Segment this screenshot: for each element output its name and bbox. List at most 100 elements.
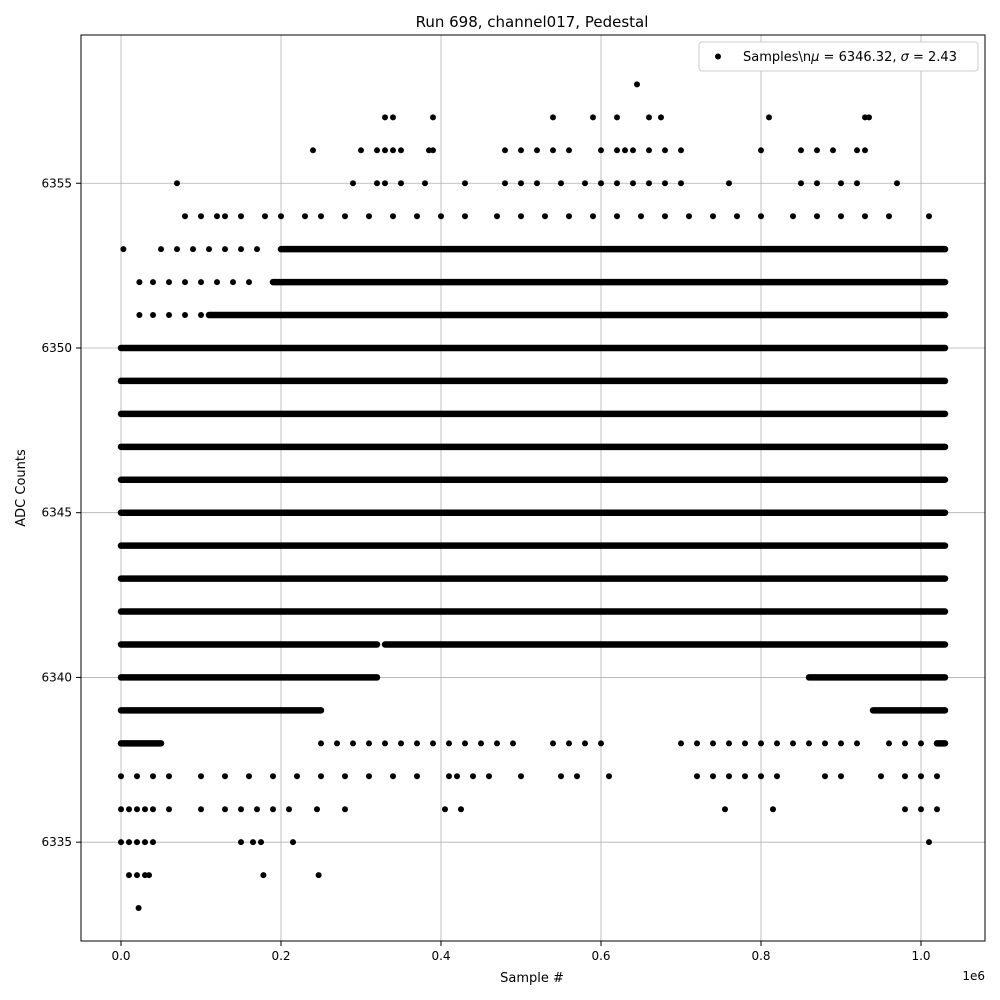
data-point: [214, 213, 220, 220]
data-point: [146, 872, 152, 879]
data-point: [918, 740, 924, 747]
data-point: [158, 246, 164, 253]
data-point: [278, 213, 284, 220]
data-point: [374, 180, 380, 187]
data-point: [722, 806, 728, 813]
data-point: [414, 773, 420, 780]
data-point: [446, 740, 452, 747]
data-point: [510, 740, 516, 747]
data-point: [646, 180, 652, 187]
data-point: [238, 246, 244, 253]
data-point: [382, 180, 388, 187]
x-tick-label: 0.8: [751, 949, 770, 963]
legend-box: [698, 41, 979, 72]
data-point: [134, 806, 140, 813]
data-point: [462, 740, 468, 747]
data-point: [250, 839, 256, 846]
data-point: [854, 180, 860, 187]
data-point: [694, 740, 700, 747]
data-point: [238, 213, 244, 220]
data-point: [398, 147, 404, 154]
data-point: [222, 806, 228, 813]
data-point: [814, 213, 820, 220]
data-point: [894, 180, 900, 187]
data-point: [518, 773, 524, 780]
data-point: [710, 773, 716, 780]
data-point: [806, 740, 812, 747]
data-point: [118, 773, 124, 780]
data-point: [390, 213, 396, 220]
data-point: [726, 180, 732, 187]
data-point: [838, 180, 844, 187]
data-point: [486, 773, 492, 780]
data-point: [198, 213, 204, 220]
data-point: [634, 81, 640, 88]
data-point: [390, 773, 396, 780]
data-point: [150, 839, 156, 846]
data-point: [662, 147, 668, 154]
legend-std: = 2.43: [909, 50, 957, 65]
x-tick-label: 1.0: [911, 949, 930, 963]
legend-mean: = 6346.32,: [819, 50, 900, 65]
data-point: [502, 147, 508, 154]
data-point: [614, 213, 620, 220]
data-point: [766, 114, 772, 121]
data-point: [150, 773, 156, 780]
data-point: [934, 806, 940, 813]
data-point: [174, 180, 180, 187]
data-point: [926, 839, 932, 846]
data-point: [854, 740, 860, 747]
data-point: [726, 773, 732, 780]
data-point: [314, 806, 320, 813]
data-point: [518, 213, 524, 220]
data-point: [838, 773, 844, 780]
data-point: [390, 147, 396, 154]
data-point: [254, 246, 260, 253]
data-point: [790, 740, 796, 747]
data-point: [398, 740, 404, 747]
data-point: [374, 147, 380, 154]
data-point: [358, 147, 364, 154]
data-point: [390, 114, 396, 121]
data-point: [646, 114, 652, 121]
data-point: [494, 213, 500, 220]
data-point: [294, 773, 300, 780]
data-point: [270, 806, 276, 813]
data-point: [678, 180, 684, 187]
data-point: [518, 180, 524, 187]
data-point: [318, 740, 324, 747]
data-point: [550, 114, 556, 121]
data-point: [118, 839, 124, 846]
data-point: [830, 147, 836, 154]
data-point: [678, 740, 684, 747]
x-axis-multiplier: 1e6: [962, 969, 985, 983]
data-point: [135, 905, 142, 912]
data-point: [662, 213, 668, 220]
data-point: [120, 246, 127, 253]
data-point: [230, 279, 236, 286]
data-point: [190, 246, 196, 253]
data-point: [534, 180, 540, 187]
y-tick-label: 6350: [41, 341, 72, 355]
data-point: [198, 806, 204, 813]
data-point: [470, 773, 476, 780]
data-point: [350, 180, 356, 187]
data-point: [342, 773, 348, 780]
x-axis-label: Sample #: [500, 971, 564, 986]
data-point: [166, 773, 172, 780]
x-tick-label: 0.0: [111, 949, 130, 963]
data-point: [166, 312, 172, 319]
data-point: [430, 147, 436, 154]
data-point: [350, 740, 356, 747]
data-point: [342, 806, 348, 813]
data-point: [822, 773, 828, 780]
data-point: [770, 806, 776, 813]
data-point: [430, 740, 436, 747]
data-point: [902, 773, 908, 780]
data-point: [302, 213, 308, 220]
data-point: [150, 312, 156, 319]
data-point: [822, 740, 828, 747]
data-point: [414, 740, 420, 747]
data-point: [334, 740, 340, 747]
